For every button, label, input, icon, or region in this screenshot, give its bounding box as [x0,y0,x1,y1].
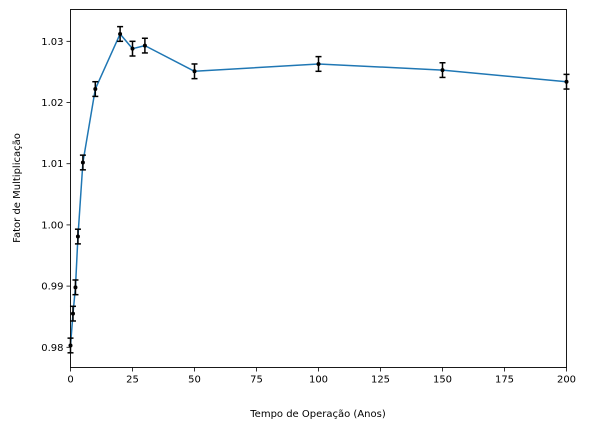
x-tick-label: 125 [371,375,390,386]
y-tick-label: 1.02 [41,98,63,109]
x-tick-label: 0 [67,375,73,386]
x-tick-label: 175 [495,375,514,386]
y-tick-label: 1.01 [41,159,63,170]
x-tick-label: 150 [433,375,452,386]
y-tick-label: 0.99 [41,282,63,293]
y-tick-label: 1.03 [41,37,63,48]
data-point [118,31,123,36]
y-tick-label: 1.00 [41,220,63,231]
data-point [192,69,197,74]
y-tick-label: 0.98 [41,343,63,354]
data-point [70,311,75,316]
x-axis-label: Tempo de Operação (Anos) [249,409,386,420]
x-tick-label: 100 [309,375,328,386]
data-point [93,87,98,92]
x-tick-label: 200 [557,375,576,386]
data-point [75,234,80,239]
data-point [440,68,445,73]
x-tick-label: 25 [126,375,139,386]
data-point [142,43,147,48]
data-point [316,61,321,66]
data-point [80,160,85,165]
data-point [73,285,78,290]
x-tick-label: 75 [250,375,263,386]
x-tick-label: 50 [188,375,201,386]
data-point [130,46,135,51]
y-axis-label: Fator de Multiplicação [12,133,23,243]
